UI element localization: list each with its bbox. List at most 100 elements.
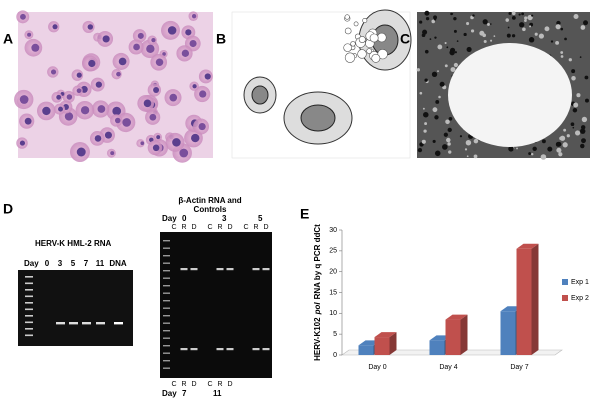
nucleus xyxy=(198,122,206,131)
granule xyxy=(540,154,547,160)
nucleus xyxy=(251,85,269,105)
ladder-band xyxy=(25,295,33,298)
granule xyxy=(447,127,452,133)
granule xyxy=(580,125,586,130)
y-tick-label: 30 xyxy=(329,227,337,234)
day-label: 11 xyxy=(213,389,222,398)
lane-label: C xyxy=(207,381,212,388)
gel-1-lanes: Day 0 3 5 7 11 DNA xyxy=(24,259,127,337)
granule xyxy=(466,46,472,53)
granule xyxy=(446,46,449,49)
gel-title: β-Actin RNA and xyxy=(178,196,241,205)
granule xyxy=(425,17,430,21)
day-label: 0 xyxy=(182,214,187,223)
granule xyxy=(464,148,468,151)
band xyxy=(190,348,198,351)
panel-label: E xyxy=(300,206,309,222)
gel-title: HERV-K HML-2 RNA xyxy=(35,239,112,248)
band xyxy=(226,268,234,271)
x-tick-label: Day 7 xyxy=(510,364,528,371)
nucleus xyxy=(181,49,190,57)
granule xyxy=(451,13,454,15)
nucleus xyxy=(76,88,82,94)
lane-label: D xyxy=(263,224,268,231)
granule xyxy=(585,98,589,103)
y-tick-label: 20 xyxy=(329,269,337,276)
granule xyxy=(421,139,426,144)
granule xyxy=(446,137,451,143)
granule xyxy=(473,138,479,144)
granule xyxy=(572,107,578,113)
lane-label: D xyxy=(191,381,196,388)
nucleus xyxy=(56,94,62,100)
granule xyxy=(431,19,436,24)
granule xyxy=(532,146,537,152)
granule xyxy=(519,22,525,28)
band xyxy=(262,348,270,351)
granule xyxy=(559,135,566,141)
y-tick-label: 0 xyxy=(333,352,337,359)
granule xyxy=(507,26,510,29)
granule xyxy=(423,129,427,133)
day-label: Day xyxy=(162,389,177,398)
ladder-band xyxy=(25,308,33,311)
granule xyxy=(539,35,543,39)
panel-label: B xyxy=(216,31,226,47)
granule xyxy=(560,51,564,54)
granule xyxy=(571,75,576,81)
granule xyxy=(547,146,553,152)
granule xyxy=(419,91,423,95)
ladder-band xyxy=(163,270,170,272)
lane-label: 5 xyxy=(71,259,76,268)
granule xyxy=(511,11,516,16)
nucleus xyxy=(192,84,197,89)
nucleus xyxy=(66,94,73,100)
bar xyxy=(445,319,461,355)
nucleus xyxy=(114,117,121,124)
ladder-band xyxy=(163,255,170,257)
lane-label: C xyxy=(171,224,176,231)
granule xyxy=(508,11,512,15)
nucleus xyxy=(94,135,102,142)
granule xyxy=(568,58,572,62)
granule xyxy=(453,62,459,68)
granule xyxy=(429,38,432,40)
y-tick-label: 15 xyxy=(329,289,337,296)
nucleus xyxy=(179,148,189,158)
granule xyxy=(528,152,532,156)
granule xyxy=(416,68,420,72)
band xyxy=(216,348,224,351)
granule xyxy=(534,32,538,36)
granule xyxy=(518,13,521,16)
granule xyxy=(489,23,492,25)
ladder-band xyxy=(25,302,33,304)
granule xyxy=(560,27,564,31)
nucleus xyxy=(199,90,207,98)
cells xyxy=(14,10,213,163)
granule xyxy=(454,51,457,54)
gel-title: Controls xyxy=(194,205,227,214)
granule xyxy=(531,14,534,17)
granule xyxy=(566,134,570,138)
x-tick-label: Day 0 xyxy=(368,364,386,371)
granule xyxy=(571,69,576,74)
granule xyxy=(524,19,527,22)
granule xyxy=(580,128,586,134)
lane-label: C xyxy=(207,224,212,231)
nucleus xyxy=(97,105,106,113)
nucleus xyxy=(102,35,110,43)
lane-label: R xyxy=(253,224,258,231)
granule xyxy=(424,78,428,82)
granule xyxy=(437,70,439,73)
nucleus xyxy=(133,43,140,51)
lane-label: 11 xyxy=(96,259,105,268)
granule xyxy=(453,16,457,21)
nucleus xyxy=(153,86,160,93)
ladder-band xyxy=(163,285,170,287)
granule xyxy=(581,116,588,123)
bar-top xyxy=(445,314,468,320)
granule xyxy=(479,30,485,36)
granule xyxy=(541,139,546,144)
ladder-band xyxy=(163,360,170,362)
